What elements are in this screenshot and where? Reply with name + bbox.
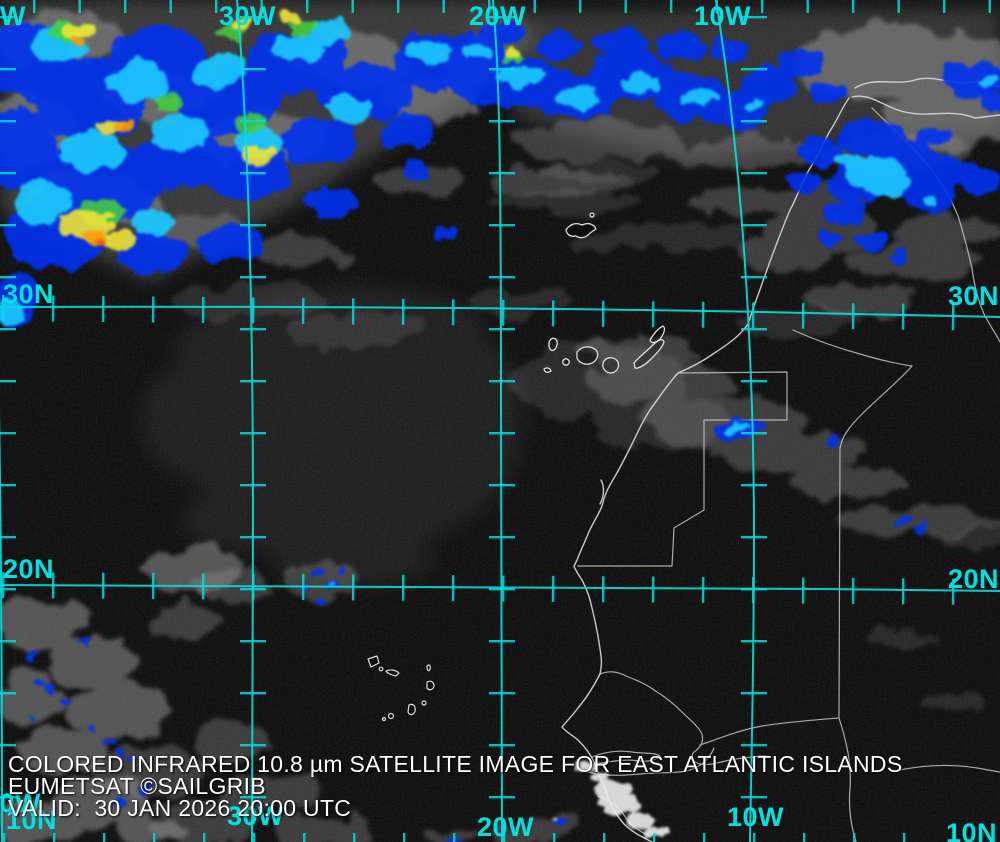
western-sahara-border: [577, 371, 788, 567]
mauritania-algeria-mali-border: [792, 329, 913, 842]
grid-label-bottom-40w: 40W: [0, 788, 42, 818]
grid-label-top-40w: 40W: [0, 1, 27, 31]
grid-label-top-20w: 20W: [469, 1, 527, 31]
grid-label-left-20n: 20N: [3, 554, 55, 584]
north-africa-mediterranean-coast: [851, 95, 1000, 119]
grid-label-bottom-10w: 10W: [727, 802, 785, 832]
bottom-right-border: [899, 764, 1000, 773]
grid-label-bottom-10n-right: 10N: [946, 818, 998, 842]
annotation-valid-time: VALID: 30 JAN 2026 20:00 UTC: [8, 795, 352, 821]
grid-label-bottom-20w: 20W: [477, 812, 535, 842]
islands-layer: [367, 212, 666, 722]
dakhla-peninsula: [599, 479, 605, 505]
grid-label-right-20n: 20N: [948, 564, 1000, 594]
annotation-source: EUMETSAT ©SAILGRIB: [8, 773, 266, 799]
ir-red-clouds: [96, 238, 106, 244]
grid-label-top-30w: 30W: [219, 1, 277, 31]
grid-label-right-30n: 30N: [948, 281, 1000, 311]
senegal-river-border: [599, 671, 767, 766]
grid-label-bottom-10n-left: 10N: [6, 805, 58, 835]
madeira-islands: [565, 212, 597, 239]
canary-islands: [543, 325, 666, 374]
grid-label-top-10w: 10W: [694, 1, 752, 31]
annotation-title: COLORED INFRARED 10.8 µm SATELLITE IMAGE…: [8, 751, 903, 777]
cape-verde-islands: [367, 655, 435, 722]
gambia-border: [591, 750, 661, 765]
senegal-south-border: [587, 747, 715, 776]
west-africa-atlantic-coast: [561, 97, 850, 842]
grid-label-bottom-30w: 30W: [227, 801, 285, 831]
grid-label-left-30n: 30N: [3, 279, 55, 309]
